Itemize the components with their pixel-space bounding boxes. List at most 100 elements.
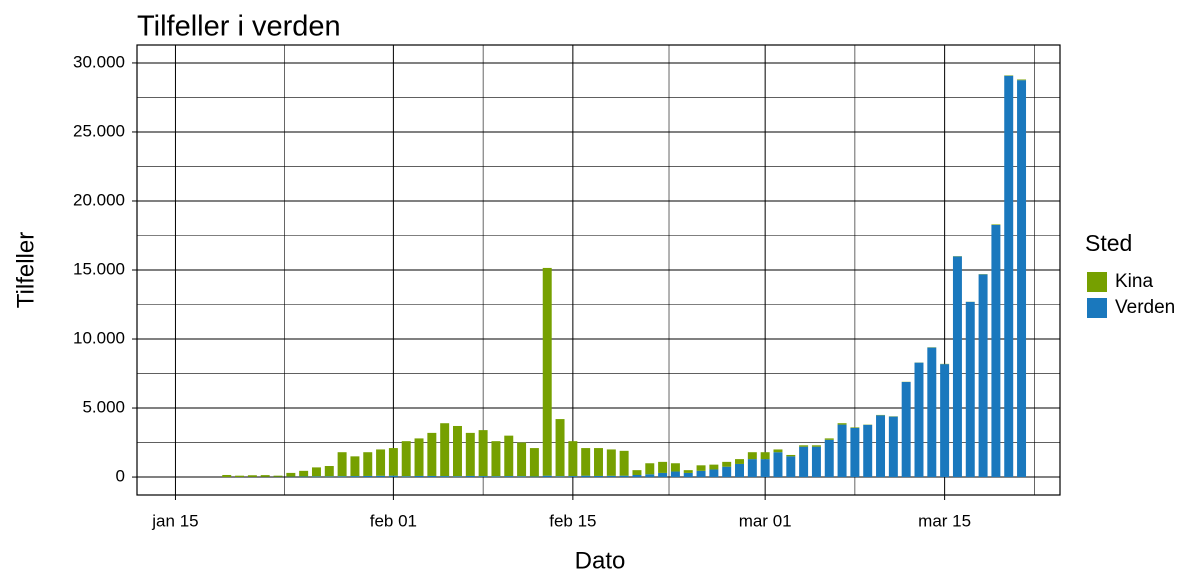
bar-segment [632, 474, 642, 478]
bar-segment [376, 475, 386, 478]
bar-segment [414, 438, 424, 476]
bar-segment [324, 466, 334, 477]
bar-segment [491, 441, 501, 477]
bar-segment [965, 301, 975, 478]
bar-segment [542, 267, 552, 476]
bar-segment [709, 469, 719, 478]
bar-segment [286, 472, 296, 477]
bar-segment [786, 456, 796, 478]
bar-segment [440, 423, 450, 477]
bar-segment [658, 472, 668, 478]
bar-segment [683, 470, 693, 473]
bar-segment [568, 441, 578, 477]
bar-segment [876, 415, 886, 478]
y-axis-label: Tilfeller [12, 232, 39, 308]
legend-label: Verden [1115, 297, 1175, 318]
bar-segment [696, 465, 706, 471]
bar-segment [581, 475, 591, 478]
bar-segment [799, 445, 809, 447]
x-axis-label: Dato [575, 547, 626, 573]
y-tick-label: 0 [116, 467, 125, 486]
bar-segment [888, 416, 898, 478]
bar-segment [850, 427, 860, 428]
bar-segment [247, 475, 257, 477]
y-tick-label: 30.000 [73, 52, 125, 71]
bar-segment [491, 476, 501, 478]
bar-segment [760, 459, 770, 478]
bar-segment [542, 475, 552, 478]
bar-segment [299, 470, 309, 477]
bar-segment [645, 474, 655, 478]
bar-segment [824, 438, 834, 440]
x-tick-label: feb 15 [549, 511, 596, 530]
bar-segment [311, 467, 321, 477]
bar-segment [735, 459, 745, 464]
bar-segment [747, 459, 757, 478]
bar-segment [465, 475, 475, 478]
bar-segment [452, 476, 462, 478]
y-tick-label: 25.000 [73, 121, 125, 140]
y-tick-label: 20.000 [73, 190, 125, 209]
bar-segment [363, 452, 373, 476]
bar-segment [452, 425, 462, 477]
bar-segment [235, 475, 245, 477]
bar-segment [722, 466, 732, 478]
bar-segment [504, 435, 514, 477]
bar-segment [799, 446, 809, 478]
bar-segment [606, 449, 616, 476]
bar-segment [350, 476, 360, 478]
bar-segment [735, 463, 745, 478]
legend-key [1087, 298, 1107, 318]
bar-segment [222, 474, 232, 478]
x-tick-label: mar 01 [739, 511, 792, 530]
bar-segment [709, 464, 719, 470]
bar-segment [529, 476, 539, 478]
bar-segment [1017, 79, 1027, 81]
bar-segment [529, 448, 539, 477]
bar-segment [632, 470, 642, 475]
y-tick-label: 10.000 [73, 329, 125, 348]
bar-segment [658, 461, 668, 473]
bar-segment [517, 442, 527, 477]
legend-key [1087, 272, 1107, 292]
bar-segment [952, 256, 962, 478]
bar-segment [388, 448, 398, 476]
bar-segment [427, 475, 437, 478]
bar-segment [991, 225, 1001, 478]
bar-segment [760, 452, 770, 460]
bar-segment [337, 476, 347, 478]
bar-segment [670, 471, 680, 478]
bar-segment [427, 432, 437, 476]
legend-label: Kina [1115, 271, 1153, 292]
bar-segment [619, 475, 629, 478]
bar-segment [786, 454, 796, 457]
bar-segment [337, 452, 347, 477]
bar-segment [478, 430, 488, 477]
bar-segment [991, 224, 1001, 225]
bar-segment [414, 475, 424, 478]
y-tick-label: 15.000 [73, 259, 125, 278]
bar-segment [517, 476, 527, 478]
bar-segment [363, 475, 373, 478]
bar-segment [773, 452, 783, 478]
chart-title: Tilfeller i verden [137, 11, 341, 43]
bar-segment [670, 463, 680, 472]
x-tick-label: mar 15 [918, 511, 971, 530]
legend-title: Sted [1085, 230, 1132, 256]
bar-segment [619, 450, 629, 476]
bar-segment [850, 427, 860, 478]
bar-segment [504, 476, 514, 478]
bar-segment [940, 364, 950, 478]
bar-segment [1004, 75, 1014, 478]
bar-segment [594, 475, 603, 478]
bar-segment [811, 445, 821, 447]
bar-segment [863, 424, 873, 478]
plot-border [136, 44, 1061, 496]
bar-segment [914, 362, 924, 478]
bar-segment [1017, 80, 1027, 478]
bar-segment [260, 475, 270, 477]
bar-segment [273, 475, 283, 477]
bar-segment [555, 476, 565, 478]
bar-segment [401, 441, 411, 477]
